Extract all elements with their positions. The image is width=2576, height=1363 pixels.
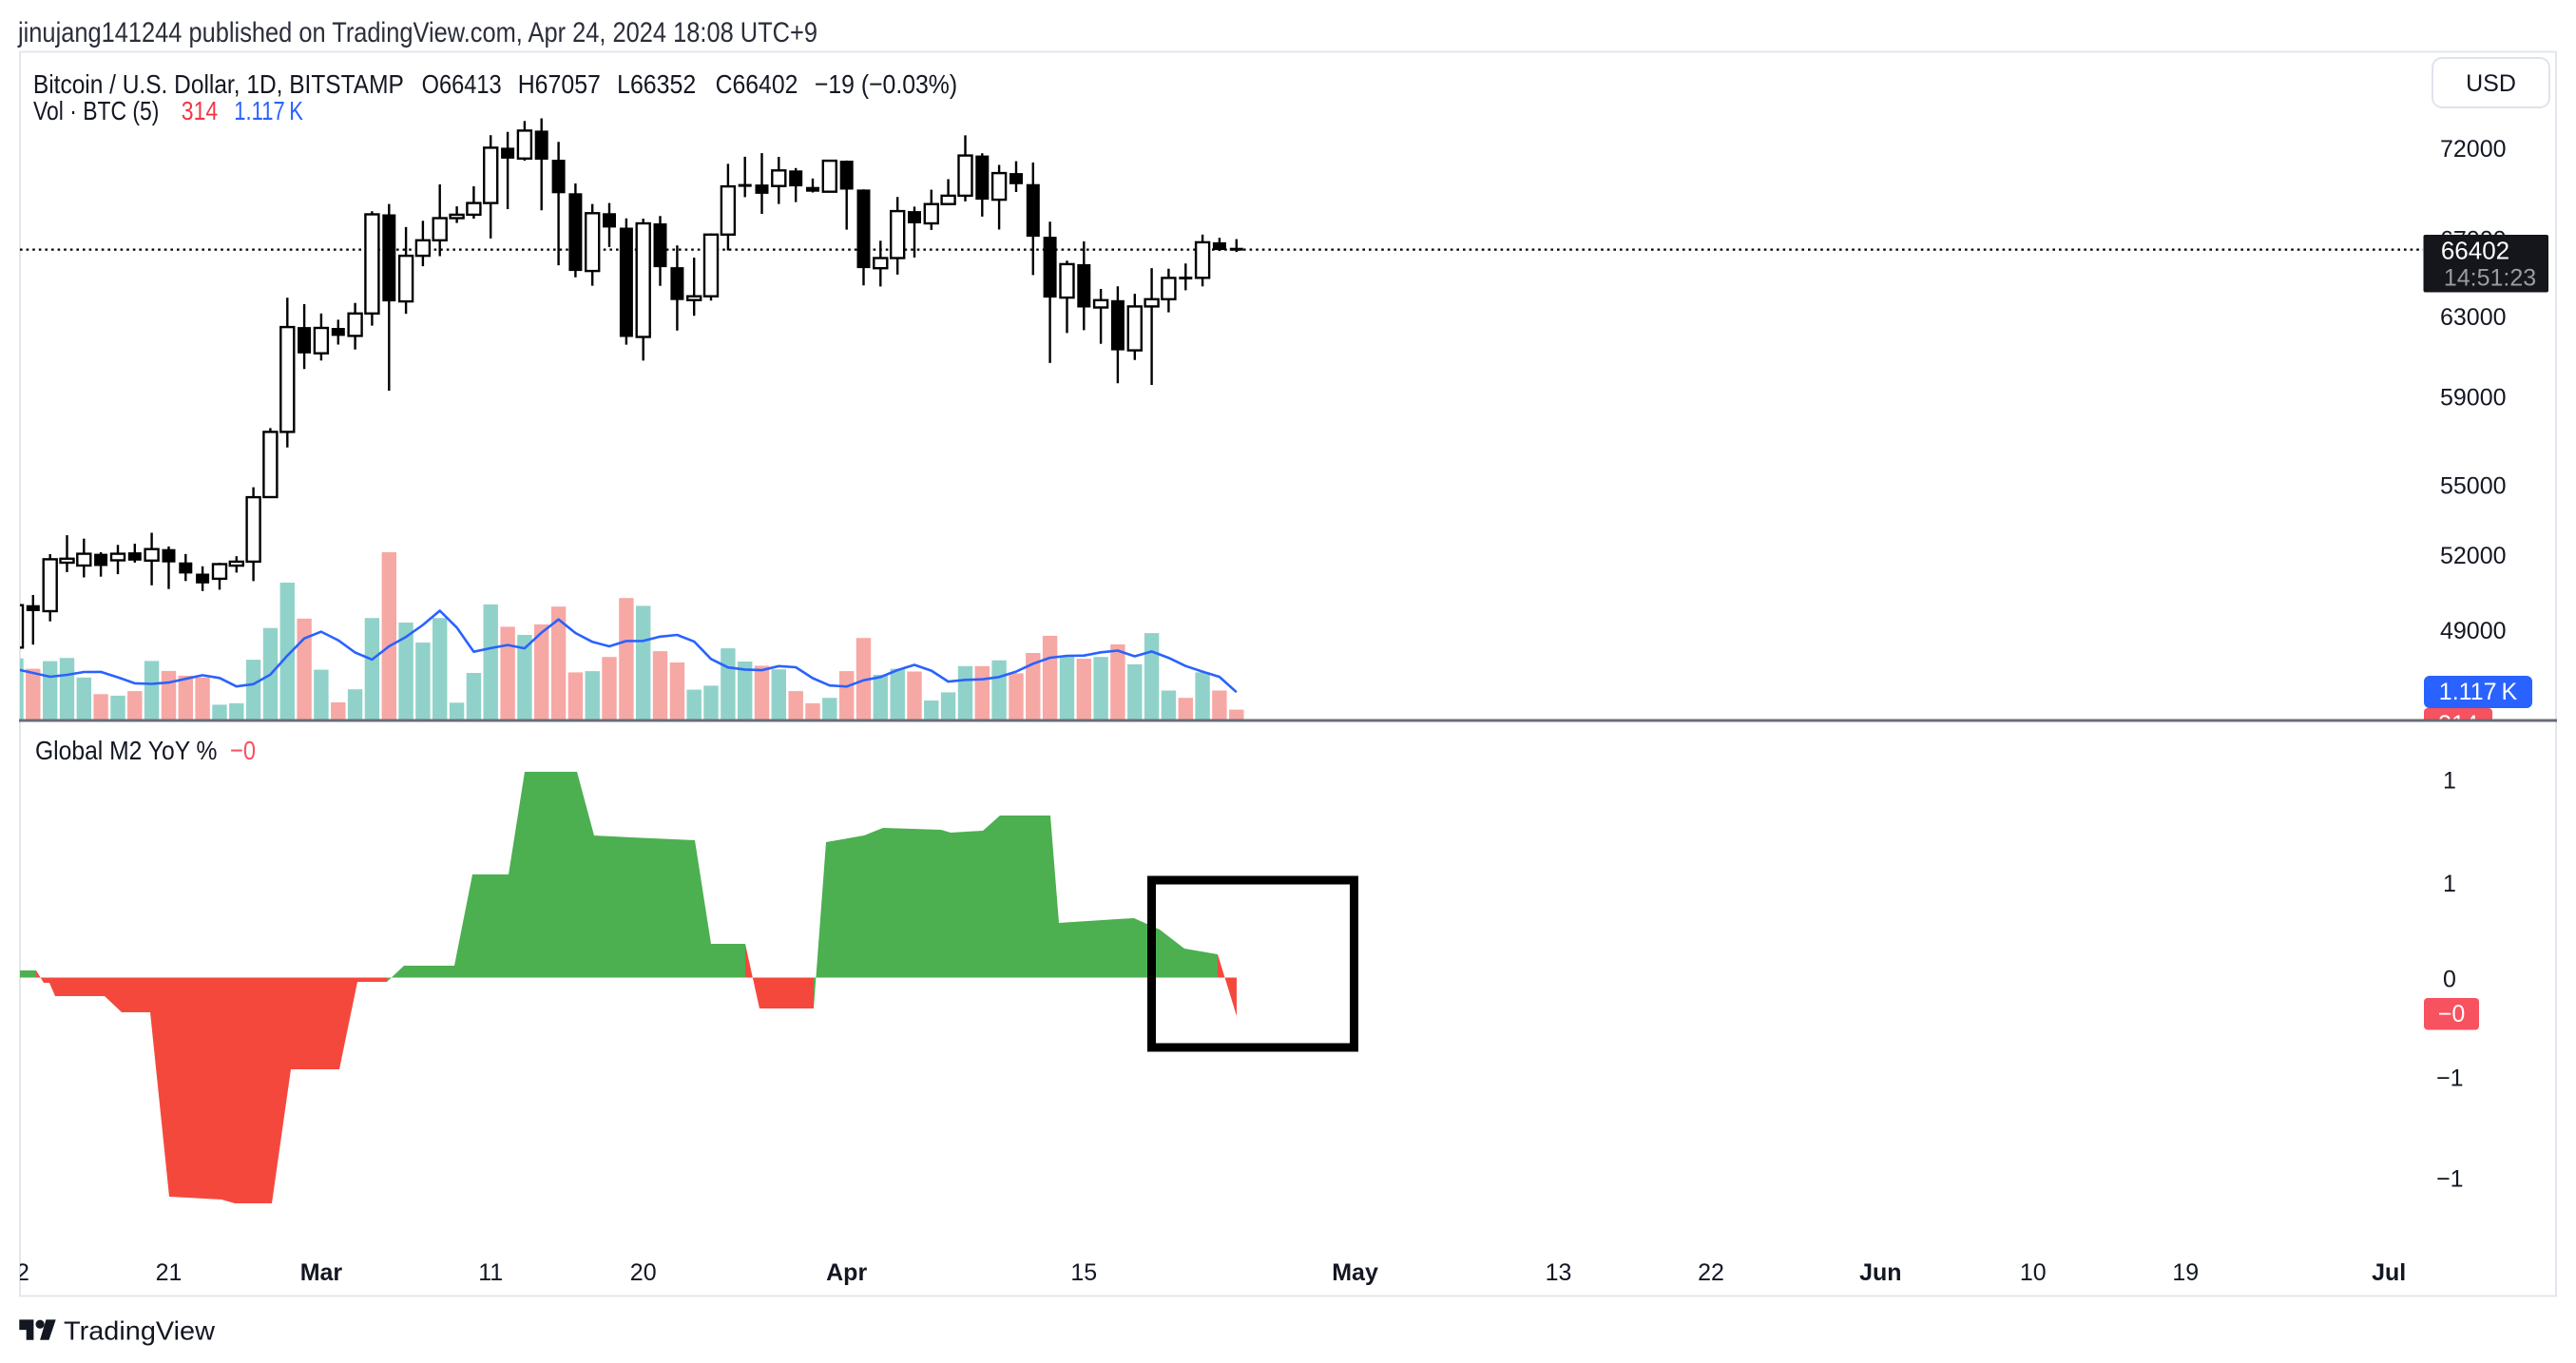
svg-text:−19 (−0.03%): −19 (−0.03%): [815, 69, 957, 99]
svg-text:L66352: L66352: [617, 69, 696, 99]
svg-text:15: 15: [1070, 1259, 1097, 1286]
svg-text:11: 11: [478, 1259, 503, 1286]
svg-text:314: 314: [2438, 711, 2478, 738]
svg-text:10: 10: [2020, 1259, 2047, 1286]
svg-text:314: 314: [182, 96, 218, 125]
svg-text:May: May: [1332, 1259, 1378, 1286]
svg-text:−0: −0: [230, 736, 256, 765]
svg-text:14:51:23: 14:51:23: [2444, 265, 2536, 292]
svg-text:Mar: Mar: [300, 1259, 343, 1286]
svg-text:49000: 49000: [2440, 618, 2507, 644]
svg-text:USD: USD: [2466, 70, 2516, 97]
svg-text:63000: 63000: [2440, 304, 2507, 331]
svg-text:Vol · BTC (5): Vol · BTC (5): [33, 96, 159, 125]
svg-text:1: 1: [2443, 871, 2456, 897]
svg-text:jinujang141244 published on Tr: jinujang141244 published on TradingView.…: [17, 17, 817, 48]
svg-text:20: 20: [630, 1259, 657, 1286]
svg-text:Jun: Jun: [1859, 1259, 1901, 1286]
svg-text:−1: −1: [2436, 1065, 2464, 1092]
svg-text:66402: 66402: [2441, 237, 2509, 265]
svg-text:−0: −0: [2438, 1001, 2466, 1027]
svg-text:1.117 K: 1.117 K: [234, 96, 303, 125]
svg-text:Jul: Jul: [2372, 1259, 2406, 1286]
svg-text:−1: −1: [2436, 1166, 2464, 1193]
svg-text:22: 22: [1698, 1259, 1724, 1286]
svg-text:55000: 55000: [2440, 473, 2507, 500]
svg-text:19: 19: [2172, 1259, 2199, 1286]
svg-text:1.117 K: 1.117 K: [2439, 679, 2518, 705]
svg-text:21: 21: [156, 1259, 183, 1286]
svg-text:0: 0: [2443, 966, 2456, 992]
svg-text:O66413: O66413: [422, 69, 502, 99]
svg-text:C66402: C66402: [716, 69, 798, 99]
svg-text:Bitcoin / U.S. Dollar, 1D, BIT: Bitcoin / U.S. Dollar, 1D, BITSTAMP: [33, 69, 404, 99]
svg-text:52000: 52000: [2440, 543, 2507, 569]
svg-text:72000: 72000: [2440, 136, 2507, 163]
svg-text:H67057: H67057: [518, 69, 601, 99]
svg-text:Apr: Apr: [826, 1259, 867, 1286]
svg-text:12: 12: [3, 1259, 29, 1286]
svg-text:13: 13: [1546, 1259, 1572, 1286]
svg-text:Global M2 YoY %: Global M2 YoY %: [35, 736, 218, 765]
svg-text:TradingView: TradingView: [64, 1316, 215, 1346]
svg-text:1: 1: [2443, 767, 2456, 794]
svg-text:59000: 59000: [2440, 385, 2507, 412]
